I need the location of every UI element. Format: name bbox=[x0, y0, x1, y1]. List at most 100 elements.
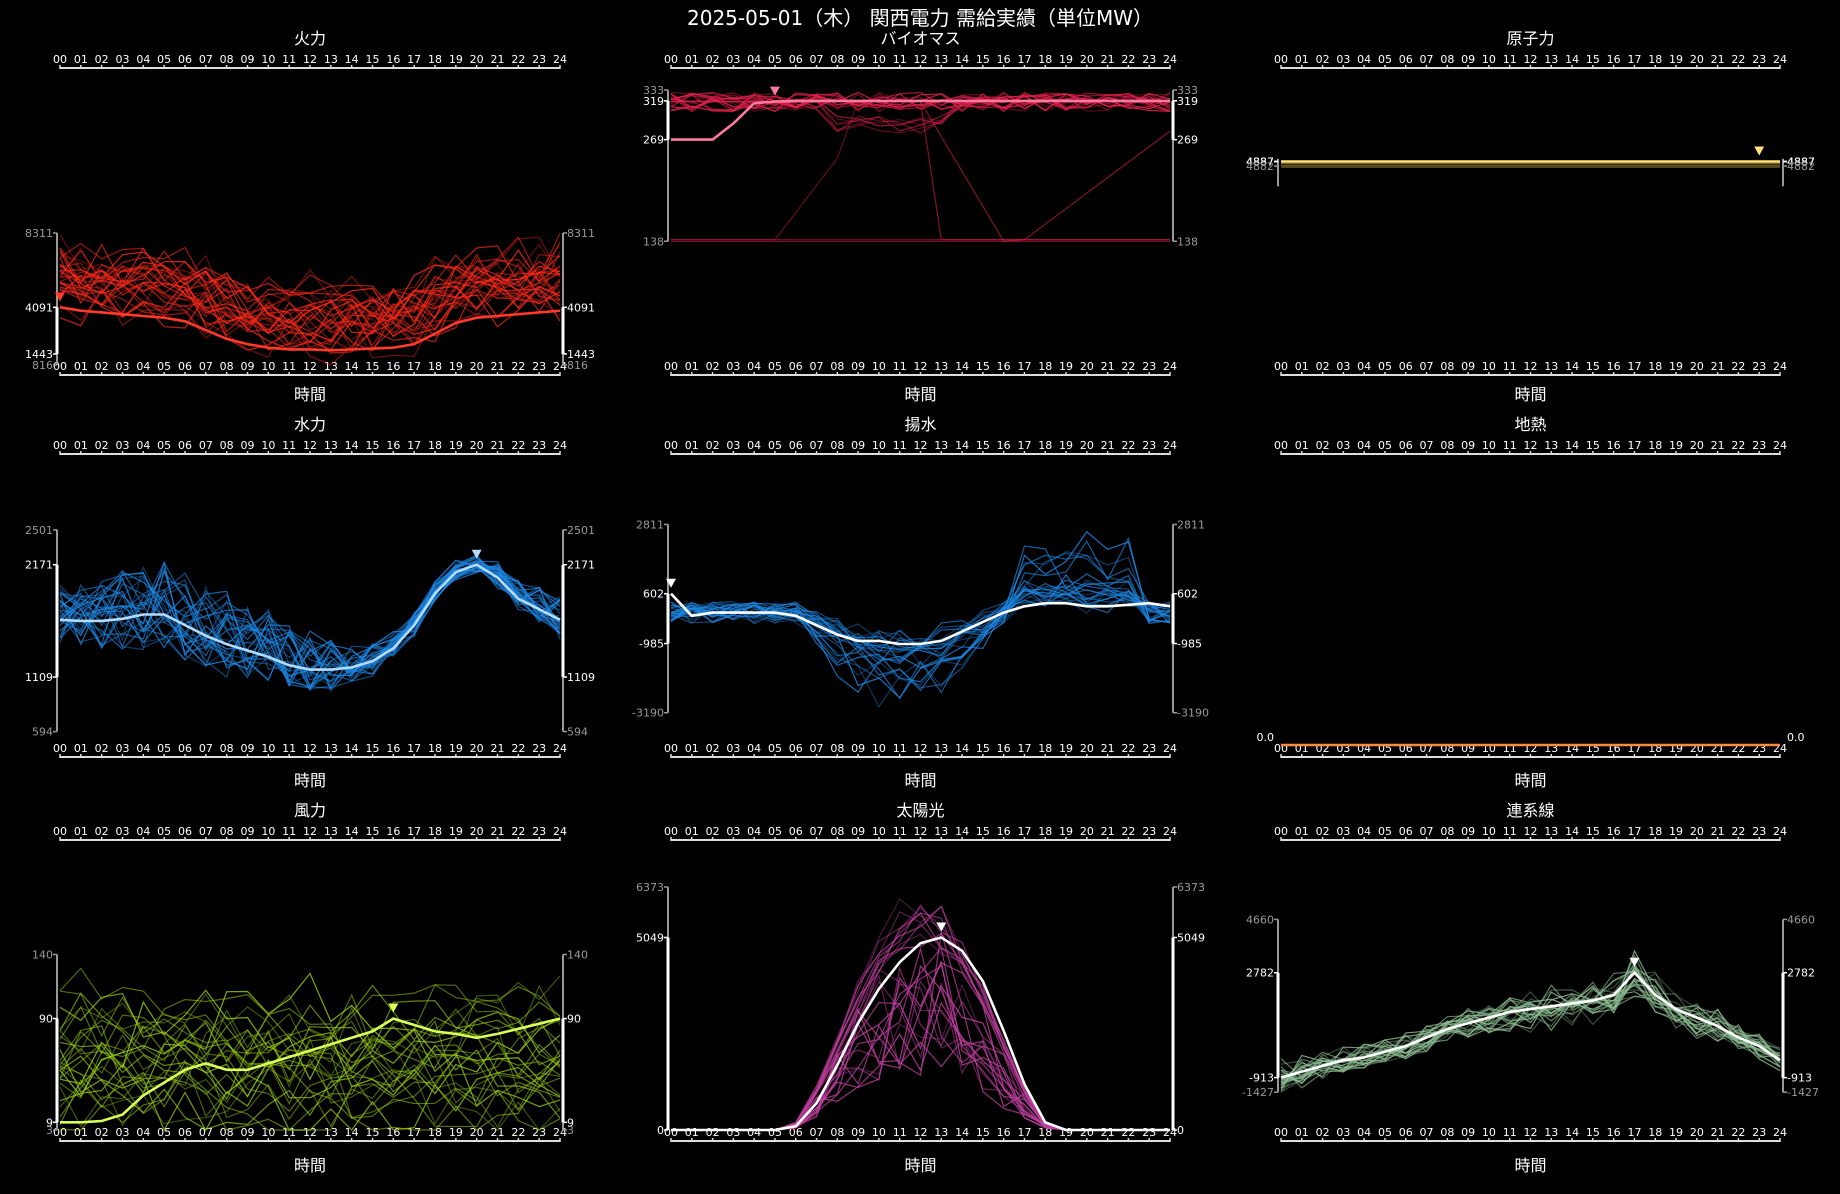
y-tick-label: 4882 bbox=[1246, 160, 1274, 173]
x-tick-label: 13 bbox=[324, 439, 338, 452]
x-tick-label: 06 bbox=[178, 1126, 192, 1139]
x-tick-label: 21 bbox=[1711, 439, 1725, 452]
x-tick-label: 17 bbox=[1627, 360, 1641, 373]
y-tick-label: 3 bbox=[46, 1124, 53, 1137]
x-tick-label: 02 bbox=[95, 360, 109, 373]
y-tick-label: 1443 bbox=[25, 348, 53, 361]
series-line bbox=[671, 980, 1170, 1131]
x-tick-label: 18 bbox=[428, 742, 442, 755]
y-tick-label: 4660 bbox=[1787, 913, 1815, 926]
x-tick-label: 18 bbox=[1038, 360, 1052, 373]
x-tick-label: 22 bbox=[1731, 1126, 1745, 1139]
x-tick-label: 16 bbox=[997, 360, 1011, 373]
x-tick-label: 06 bbox=[789, 53, 803, 66]
series-line bbox=[59, 567, 561, 689]
x-tick-label: 03 bbox=[726, 439, 740, 452]
x-tick-label: 24 bbox=[1163, 742, 1177, 755]
x-tick-label: 22 bbox=[1121, 360, 1135, 373]
x-tick-label: 07 bbox=[1420, 439, 1434, 452]
x-tick-label: 15 bbox=[976, 439, 990, 452]
x-tick-label: 05 bbox=[1378, 439, 1392, 452]
x-tick-label: 21 bbox=[491, 742, 505, 755]
x-tick-label: 09 bbox=[241, 53, 255, 66]
x-tick-label: 08 bbox=[1440, 825, 1454, 838]
x-tick-label: 11 bbox=[282, 439, 296, 452]
x-tick-label: 05 bbox=[157, 360, 171, 373]
series-line bbox=[59, 975, 561, 1077]
x-tick-label: 15 bbox=[976, 825, 990, 838]
x-tick-label: 04 bbox=[1357, 1126, 1371, 1139]
x-tick-label: 05 bbox=[157, 439, 171, 452]
y-tick-label: 816 bbox=[32, 359, 53, 372]
x-tick-label: 08 bbox=[1440, 1126, 1454, 1139]
y-tick-label: 8311 bbox=[567, 227, 595, 240]
x-tick-label: 20 bbox=[470, 1126, 484, 1139]
x-tick-label: 09 bbox=[1461, 439, 1475, 452]
y-tick-label: 319 bbox=[643, 95, 664, 108]
x-tick-label: 00 bbox=[664, 439, 678, 452]
series-line bbox=[671, 100, 1171, 242]
x-tick-label: 21 bbox=[1101, 825, 1115, 838]
x-tick-label: 06 bbox=[178, 360, 192, 373]
x-tick-label: 07 bbox=[810, 825, 824, 838]
x-tick-label: 03 bbox=[116, 360, 130, 373]
x-tick-label: 12 bbox=[1524, 360, 1538, 373]
series-line bbox=[1280, 966, 1781, 1084]
y-tick-label: -913 bbox=[1787, 1072, 1812, 1085]
x-tick-label: 15 bbox=[366, 439, 380, 452]
x-tick-label: 09 bbox=[851, 1126, 865, 1139]
x-tick-label: 08 bbox=[1440, 53, 1454, 66]
x-tick-label: 09 bbox=[241, 742, 255, 755]
x-tick-label: 06 bbox=[178, 439, 192, 452]
x-tick-label: 17 bbox=[1627, 825, 1641, 838]
x-tick-label: 11 bbox=[282, 360, 296, 373]
x-tick-label: 19 bbox=[449, 53, 463, 66]
x-tick-label: 08 bbox=[220, 825, 234, 838]
x-axis-label: 時間 bbox=[904, 771, 936, 790]
x-tick-label: 01 bbox=[685, 742, 699, 755]
x-tick-label: 23 bbox=[1752, 53, 1766, 66]
x-tick-label: 23 bbox=[1752, 825, 1766, 838]
x-tick-label: 00 bbox=[664, 1126, 678, 1139]
x-tick-label: 06 bbox=[178, 53, 192, 66]
series-line bbox=[670, 554, 1171, 700]
y-tick-label: 0.0 bbox=[1787, 731, 1805, 744]
x-tick-label: 04 bbox=[1357, 53, 1371, 66]
x-tick-label: 16 bbox=[997, 1126, 1011, 1139]
x-tick-label: 00 bbox=[1274, 53, 1288, 66]
x-tick-label: 14 bbox=[955, 439, 969, 452]
x-tick-label: 21 bbox=[1101, 742, 1115, 755]
peak-marker bbox=[1754, 146, 1765, 156]
x-tick-label: 00 bbox=[53, 360, 67, 373]
series-line bbox=[59, 567, 561, 682]
x-tick-label: 21 bbox=[491, 360, 505, 373]
series-line bbox=[59, 287, 561, 354]
series-line bbox=[670, 91, 1171, 112]
x-tick-label: 08 bbox=[220, 360, 234, 373]
y-tick-label: 5049 bbox=[1177, 931, 1205, 944]
series-line bbox=[59, 1025, 561, 1131]
x-tick-label: 17 bbox=[1017, 742, 1031, 755]
series-line bbox=[59, 989, 561, 1097]
x-tick-label: 14 bbox=[1565, 825, 1579, 838]
series-line bbox=[59, 280, 561, 351]
x-tick-label: 10 bbox=[872, 742, 886, 755]
main-series-line bbox=[59, 306, 561, 352]
x-tick-label: 13 bbox=[934, 825, 948, 838]
series-line bbox=[59, 967, 561, 1071]
x-tick-label: 04 bbox=[747, 1126, 761, 1139]
x-tick-label: 19 bbox=[449, 742, 463, 755]
x-tick-label: 02 bbox=[706, 53, 720, 66]
x-tick-label: 11 bbox=[282, 1126, 296, 1139]
series-line bbox=[59, 1042, 561, 1131]
x-tick-label: 06 bbox=[1399, 1126, 1413, 1139]
x-tick-label: 12 bbox=[303, 825, 317, 838]
y-tick-label: 140 bbox=[32, 949, 53, 962]
x-tick-label: 12 bbox=[1524, 825, 1538, 838]
x-tick-label: 19 bbox=[1059, 742, 1073, 755]
x-tick-label: 24 bbox=[1773, 53, 1787, 66]
x-tick-label: 21 bbox=[491, 53, 505, 66]
x-tick-label: 01 bbox=[1295, 825, 1309, 838]
x-tick-label: 23 bbox=[1142, 742, 1156, 755]
x-tick-label: 07 bbox=[810, 53, 824, 66]
